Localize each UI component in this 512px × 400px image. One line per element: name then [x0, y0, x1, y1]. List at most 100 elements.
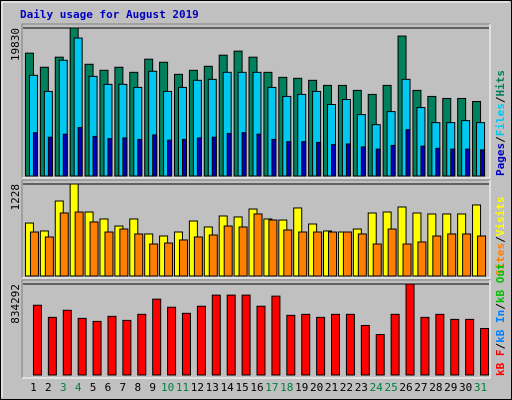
bar [107, 315, 117, 376]
bar [92, 320, 102, 376]
bar [238, 226, 248, 277]
bar [167, 306, 177, 376]
bar [435, 147, 441, 177]
x-tick-label: 27 [414, 381, 427, 394]
bevel [21, 179, 490, 278]
bar [152, 298, 162, 376]
bevel [22, 24, 491, 179]
legend-separator: / [494, 303, 507, 310]
bar [268, 219, 278, 277]
bar [152, 134, 158, 177]
x-tick-label: 7 [120, 381, 127, 394]
bar [420, 145, 426, 177]
bar [286, 314, 296, 376]
bar [196, 137, 202, 177]
bar [328, 231, 338, 277]
bar [405, 129, 411, 177]
bar [119, 228, 129, 277]
bar [271, 138, 277, 177]
bar [196, 305, 206, 376]
bevel [22, 280, 491, 379]
bar [47, 136, 53, 177]
bar [450, 318, 460, 376]
bar [122, 319, 132, 376]
bar [47, 316, 57, 376]
x-tick-label: 8 [134, 381, 141, 394]
bar [77, 317, 87, 376]
bar [181, 138, 187, 177]
x-tick-label: 3 [60, 381, 67, 394]
bar [405, 283, 415, 376]
bar [211, 294, 221, 376]
bar [342, 231, 352, 277]
legend-entry: Visits [494, 197, 507, 237]
x-tick-label: 14 [221, 381, 235, 394]
x-tick-label: 24 [370, 381, 384, 394]
bar [316, 316, 326, 376]
bar [301, 313, 311, 376]
legend-entry: Hits [494, 70, 507, 97]
x-tick-label: 2 [45, 381, 52, 394]
bar [298, 231, 308, 277]
x-tick-label: 25 [385, 381, 398, 394]
x-tick-label: 4 [75, 381, 82, 394]
bar [372, 243, 382, 277]
bar [164, 242, 174, 277]
bar [360, 324, 370, 376]
bar [465, 318, 475, 376]
x-tick-label: 16 [250, 381, 263, 394]
bar [149, 243, 159, 277]
bar [137, 138, 143, 177]
bar [301, 141, 307, 177]
bar [345, 143, 351, 177]
x-tick-label: 22 [340, 381, 353, 394]
bar [134, 233, 144, 277]
bar [253, 213, 263, 277]
bar [390, 313, 400, 376]
chart-title: Daily usage for August 2019 [20, 8, 199, 21]
bar [316, 141, 322, 177]
bar [397, 206, 407, 277]
bar [331, 144, 337, 177]
bar [92, 135, 98, 177]
bar [286, 141, 292, 177]
bar [89, 221, 99, 277]
legend-entry: kB In [494, 310, 507, 343]
bar [193, 236, 203, 277]
y-tick-label: 834292 [9, 284, 22, 324]
legend-entry: Pages [494, 143, 507, 176]
bar [77, 126, 83, 177]
legend-separator: / [494, 96, 507, 103]
bevel [21, 279, 490, 378]
x-tick-label: 10 [161, 381, 174, 394]
bar [331, 313, 341, 376]
legend-entry: Sites [494, 243, 507, 276]
x-tick-label: 5 [90, 381, 97, 394]
bar [226, 294, 236, 376]
x-tick-label: 23 [355, 381, 368, 394]
bar [477, 235, 487, 277]
bar [432, 235, 442, 277]
legend-separator: / [494, 136, 507, 143]
bar [241, 132, 247, 177]
x-tick-label: 28 [429, 381, 442, 394]
bar [32, 132, 38, 177]
bar [417, 241, 427, 277]
bar [62, 309, 72, 376]
bar [137, 313, 147, 376]
bar [480, 149, 486, 177]
bar [271, 295, 281, 376]
legend-entry: Files [494, 103, 507, 136]
bar [357, 233, 367, 277]
bar [480, 327, 490, 376]
bar [420, 316, 430, 376]
bar [360, 146, 366, 177]
legend: Sites/Visits [494, 197, 507, 277]
bar [447, 233, 457, 277]
legend-entry: kB Out [494, 263, 507, 303]
bar [462, 233, 472, 277]
x-tick-label: 26 [399, 381, 412, 394]
x-tick-label: 17 [265, 381, 278, 394]
bar [167, 139, 173, 177]
